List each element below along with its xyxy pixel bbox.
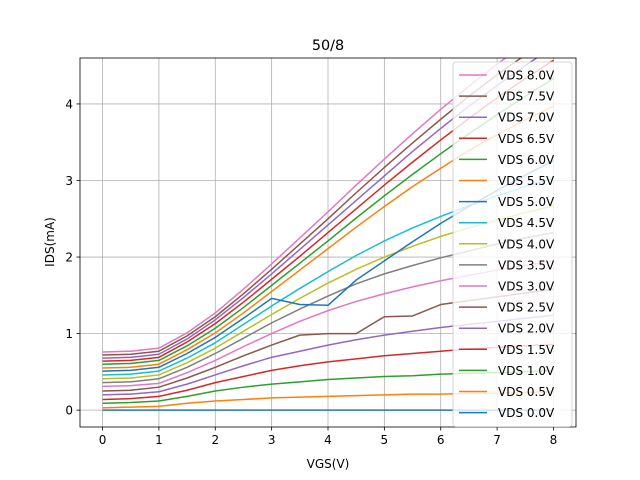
legend-label: VDS 6.5V: [498, 132, 555, 146]
legend-label: VDS 4.5V: [498, 216, 555, 230]
legend-label: VDS 3.5V: [498, 258, 555, 272]
x-tick-label: 2: [211, 433, 219, 447]
legend: VDS 8.0V VDS 7.5V VDS 7.0V VDS 6.5V VDS 6.0V…: [452, 61, 573, 428]
y-axis-label: IDS(mA): [43, 217, 57, 267]
legend-label: VDS 4.0V: [498, 237, 555, 251]
legend-label: VDS 5.0V: [498, 195, 555, 209]
legend-label: VDS 2.5V: [498, 301, 555, 315]
x-tick-label: 4: [324, 433, 332, 447]
x-tick-label: 3: [268, 433, 276, 447]
y-axis-ticks: 0 1 2 3 4: [65, 97, 80, 418]
x-tick-label: 1: [155, 433, 163, 447]
legend-label: VDS 6.0V: [498, 153, 555, 167]
x-tick-label: 7: [493, 433, 501, 447]
x-axis-label: VGS(V): [307, 457, 350, 471]
y-tick-label: 0: [65, 404, 73, 418]
x-tick-label: 0: [99, 433, 107, 447]
x-tick-label: 5: [381, 433, 389, 447]
legend-label: VDS 0.0V: [498, 406, 555, 420]
legend-label: VDS 3.0V: [498, 280, 555, 294]
y-tick-label: 4: [65, 97, 73, 111]
legend-label: VDS 8.0V: [498, 69, 555, 83]
x-tick-label: 8: [550, 433, 558, 447]
y-tick-label: 3: [65, 174, 73, 188]
legend-label: VDS 0.5V: [498, 385, 555, 399]
legend-label: VDS 1.5V: [498, 343, 555, 357]
x-tick-label: 6: [437, 433, 445, 447]
chart-title: 50/8: [312, 38, 344, 54]
x-axis-ticks: 0 1 2 3 4 5 6 7 8: [99, 427, 558, 447]
legend-label: VDS 5.5V: [498, 174, 555, 188]
legend-box: [452, 61, 573, 428]
y-tick-label: 1: [65, 327, 73, 341]
legend-label: VDS 7.0V: [498, 111, 555, 125]
legend-label: VDS 7.5V: [498, 90, 555, 104]
legend-label: VDS 1.0V: [498, 364, 555, 378]
legend-label: VDS 2.0V: [498, 322, 555, 336]
y-tick-label: 2: [65, 251, 73, 265]
